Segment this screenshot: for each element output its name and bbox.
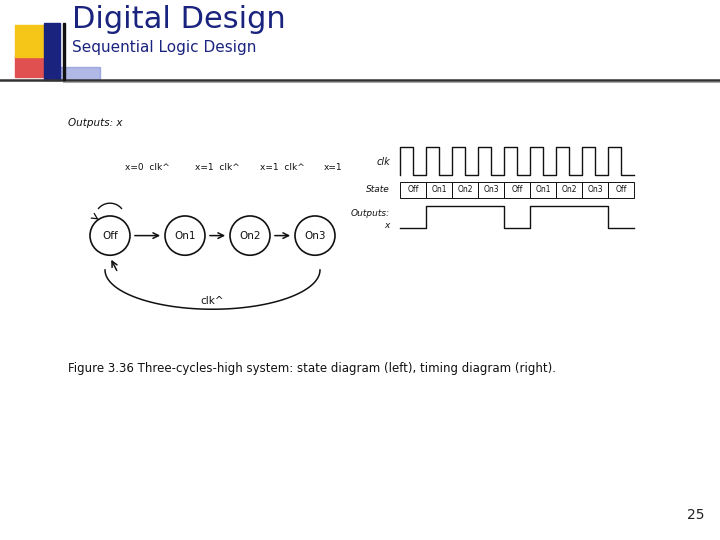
Bar [452,181,478,198]
Text: On1: On1 [535,185,551,194]
Bar [63,24,65,80]
Bar [426,181,452,198]
Text: x=1  clk^: x=1 clk^ [260,163,305,172]
Bar [60,67,100,80]
Text: Off: Off [408,185,419,194]
Text: On2: On2 [562,185,577,194]
Text: clk: clk [377,157,390,167]
Text: Off: Off [616,185,626,194]
Text: On3: On3 [588,185,603,194]
Bar [608,181,634,198]
Text: On3: On3 [483,185,499,194]
Text: x=1: x=1 [324,163,342,172]
Text: Off: Off [102,231,118,241]
Text: On1: On1 [174,231,196,241]
Bar [582,181,608,198]
Text: Outputs:: Outputs: [351,210,390,219]
Text: x=1  clk^: x=1 clk^ [195,163,240,172]
Text: Sequential Logic Design: Sequential Logic Design [72,40,256,55]
Text: x: x [384,221,390,230]
Text: On1: On1 [431,185,446,194]
Bar [15,25,47,57]
Bar [556,181,582,198]
Bar [530,181,556,198]
Text: On2: On2 [457,185,473,194]
Text: 25: 25 [688,508,705,522]
Text: Off: Off [511,185,523,194]
Text: Figure 3.36 Three-cycles-high system: state diagram (left), timing diagram (righ: Figure 3.36 Three-cycles-high system: st… [68,362,556,375]
Text: On2: On2 [239,231,261,241]
Bar [400,181,426,198]
Text: clk^: clk^ [201,296,225,307]
Text: x=0  clk^: x=0 clk^ [125,163,170,172]
Text: Outputs: x: Outputs: x [68,118,122,127]
Bar [478,181,504,198]
Text: Digital Design: Digital Design [72,5,286,35]
Text: On3: On3 [305,231,325,241]
Bar [44,24,60,80]
Bar [15,55,59,77]
Text: State: State [366,185,390,194]
Bar [504,181,530,198]
